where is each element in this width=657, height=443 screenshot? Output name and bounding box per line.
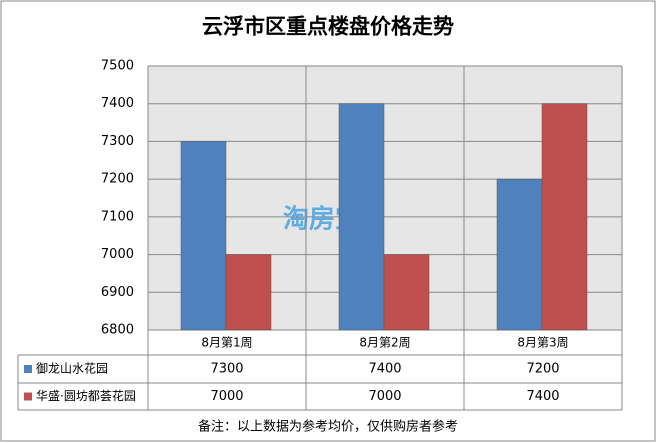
bar	[225, 254, 272, 331]
y-tick-label: 7400	[101, 96, 134, 111]
note: 备注：以上数据为参考均价，仅供购房者参考	[198, 419, 458, 435]
table-value: 7400	[526, 389, 559, 404]
y-tick-label: 7100	[101, 209, 134, 224]
chart-title: 云浮市区重点楼盘价格走势	[202, 14, 454, 39]
legend-label: 华盛·圆坊都荟花园	[36, 388, 136, 403]
table-value: 7400	[368, 362, 401, 377]
y-tick-label: 7500	[101, 59, 134, 74]
table-value: 7300	[210, 362, 243, 377]
bar	[338, 103, 385, 331]
legend-key	[24, 365, 32, 373]
bar	[541, 103, 588, 331]
table-value: 7200	[526, 362, 559, 377]
y-tick-label: 7200	[101, 172, 134, 187]
bar	[496, 178, 543, 331]
y-tick-label: 7300	[101, 134, 134, 149]
y-tick-label: 7000	[101, 247, 134, 262]
bar	[180, 141, 227, 331]
table-value: 7000	[368, 389, 401, 404]
x-tick-label: 8月第1周	[201, 336, 252, 350]
y-tick-label: 6800	[101, 323, 134, 338]
legend-key	[24, 392, 32, 401]
y-tick-label: 6900	[101, 285, 134, 300]
x-tick-label: 8月第3周	[517, 336, 568, 350]
table-value: 7000	[210, 389, 243, 404]
legend-label: 御龙山水花园	[36, 361, 108, 376]
bar	[383, 254, 430, 331]
x-tick-label: 8月第2周	[359, 336, 410, 350]
